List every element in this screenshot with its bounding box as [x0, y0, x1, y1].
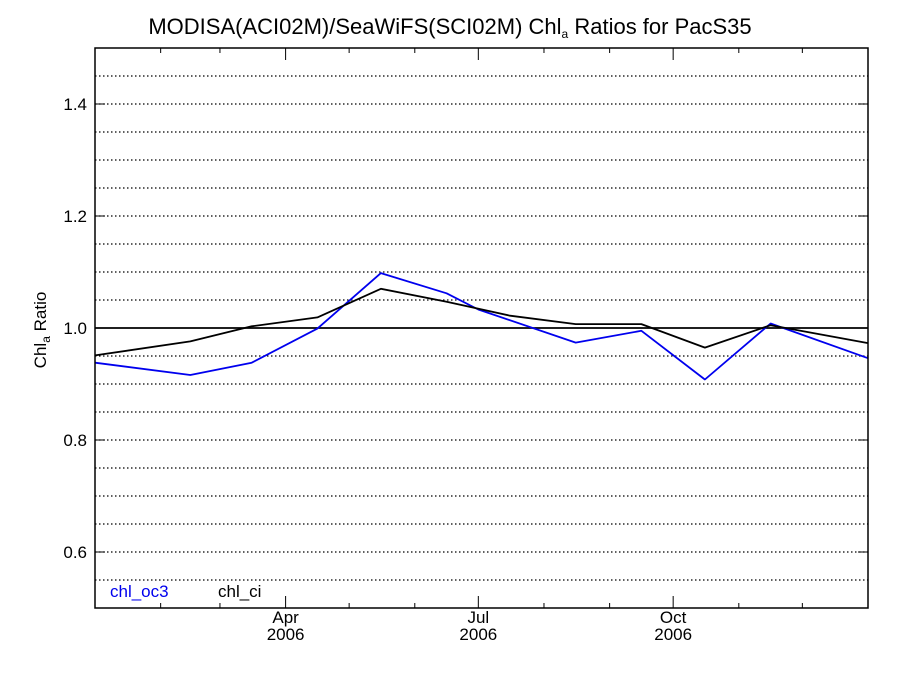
- chart-title-subscript: a: [561, 27, 569, 41]
- legend-entry-chl-ci: chl_ci: [218, 582, 261, 601]
- y-tick-label: 1.2: [63, 207, 87, 226]
- chart-title-suffix: Ratios for PacS35: [568, 14, 752, 39]
- x-tick-label: Jul: [467, 608, 489, 627]
- y-tick-label: 1.4: [63, 95, 87, 114]
- x-tick-year-label: 2006: [267, 625, 305, 644]
- y-tick-label: 0.8: [63, 431, 87, 450]
- legend-entry-chl-oc3: chl_oc3: [110, 582, 169, 601]
- y-tick-label: 0.6: [63, 543, 87, 562]
- x-tick-label: Oct: [660, 608, 687, 627]
- x-tick-label: Apr: [272, 608, 299, 627]
- y-tick-label: 1.0: [63, 319, 87, 338]
- x-tick-year-label: 2006: [459, 625, 497, 644]
- series-line-chl-oc3: [94, 272, 869, 381]
- series-line-chl-ci: [94, 287, 869, 357]
- x-tick-year-label: 2006: [654, 625, 692, 644]
- chart-title: MODISA(ACI02M)/SeaWiFS(SCI02M) Chla Rati…: [0, 14, 900, 41]
- plot-frame: [94, 47, 869, 609]
- chart-title-prefix: MODISA(ACI02M)/SeaWiFS(SCI02M) Chl: [148, 14, 562, 39]
